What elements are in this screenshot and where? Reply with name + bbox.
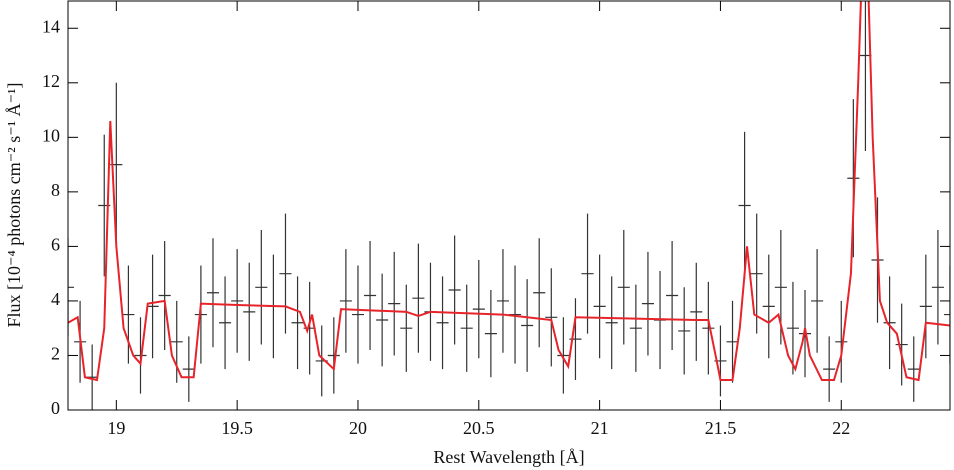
data-point [605,276,618,370]
data-point [436,276,449,370]
y-tick-label: 8 [51,180,60,200]
data-point [750,213,763,334]
y-tick-label: 2 [51,344,60,364]
data-point [158,240,171,351]
y-tick-label: 4 [51,289,60,309]
y-tick-label: 12 [42,71,60,91]
data-point [811,249,824,353]
x-tick-label: 20 [349,418,367,438]
data-point [835,300,848,383]
x-tick-label: 22 [832,418,850,438]
data-point [496,249,509,353]
data-point [231,249,244,353]
data-point [823,336,836,402]
data-point [364,240,377,351]
data-point [388,251,401,356]
x-axis-label: Rest Wavelength [Å] [433,447,584,467]
data-point [666,240,679,351]
y-tick-label: 6 [51,235,60,255]
data-point [690,262,703,361]
data-point [68,238,75,337]
y-tick-label: 10 [42,125,60,145]
data-point [629,284,642,372]
data-point [291,276,304,370]
data-point [182,336,195,402]
x-tick-label: 21.5 [705,418,737,438]
data-point [762,254,775,359]
data-point [895,303,908,386]
data-point [170,300,183,383]
data-point [883,276,896,370]
data-point [194,265,207,364]
x-tick-label: 19.5 [221,418,253,438]
data-point [545,268,558,367]
data-point [738,131,751,280]
data-point [557,317,570,394]
data-point [351,265,365,364]
x-tick-label: 21 [591,418,609,438]
data-point [533,238,546,348]
data-point [255,230,268,345]
data-point [907,336,920,402]
data-point [243,262,256,361]
data-point [931,230,944,345]
y-tick-label: 0 [51,398,60,418]
data-point [412,243,425,353]
y-tick-label: 14 [42,16,60,36]
data-point [376,273,389,367]
plot-area [68,1,950,410]
data-point [943,265,950,364]
data-point [219,276,232,370]
data-point [581,213,594,334]
data-point [521,279,534,372]
data-point [400,284,413,372]
data-point [786,281,799,375]
data-point [448,235,461,345]
data-point [484,290,497,378]
data-point [641,251,654,356]
plot-frame [67,0,951,411]
data-point [339,249,352,353]
data-point [726,300,739,383]
x-tick-label: 19 [107,418,125,438]
data-point [593,254,606,359]
data-point [919,254,932,359]
model-line [68,1,950,382]
data-point [472,260,485,359]
data-point [146,254,159,359]
data-point [617,230,630,345]
data-point [122,265,135,364]
data-point [460,284,473,372]
x-tick-label: 20.5 [463,418,495,438]
data-point [327,317,340,394]
data-point [702,281,715,375]
data-point [279,213,292,334]
data-point [678,287,691,375]
y-axis-label: Flux [10⁻⁴ photons cm⁻² s⁻¹ Å⁻¹] [4,83,24,328]
data-point [206,238,220,348]
